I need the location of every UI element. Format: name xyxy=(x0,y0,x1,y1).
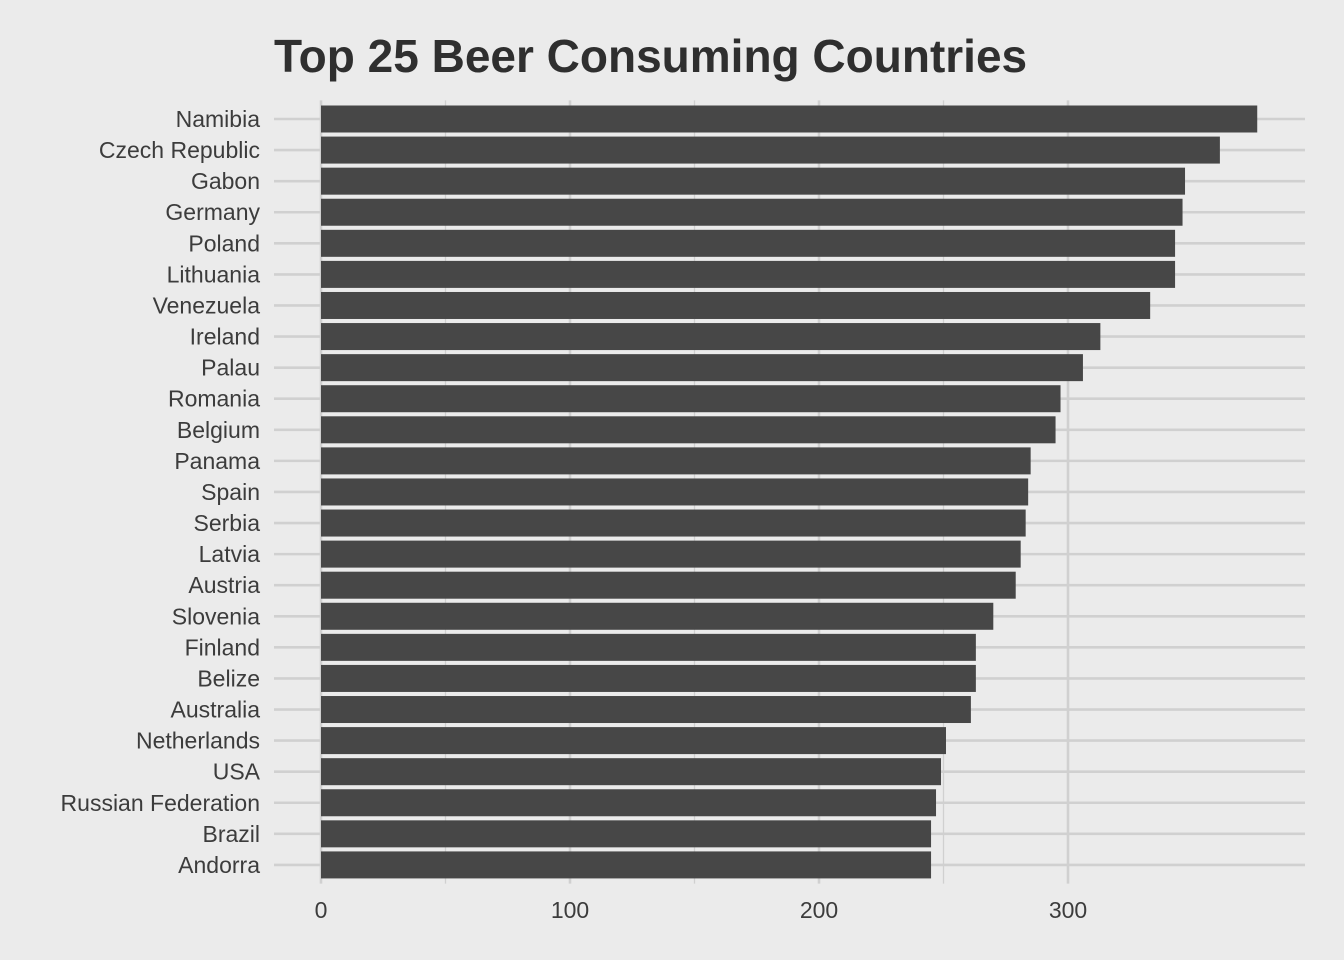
y-tick-label: Netherlands xyxy=(136,728,260,754)
y-tick-label: Panama xyxy=(174,448,260,474)
bar xyxy=(321,851,932,879)
y-tick-label: Spain xyxy=(201,479,260,505)
bar xyxy=(321,540,1021,568)
y-tick-label: Finland xyxy=(185,634,260,660)
bar xyxy=(321,416,1056,444)
x-tick-label: 300 xyxy=(1049,897,1087,923)
y-tick-label: Austria xyxy=(188,572,260,598)
y-axis-labels: Namibia Czech Republic Gabon Germany Poland L… xyxy=(61,106,261,878)
bar xyxy=(321,509,1026,537)
bar xyxy=(321,571,1016,599)
bar xyxy=(321,167,1186,195)
x-axis-labels: 0 100 200 300 xyxy=(315,897,1088,923)
chart-title: Top 25 Beer Consuming Countries xyxy=(274,30,1028,82)
y-tick-label: Latvia xyxy=(199,541,261,567)
bar xyxy=(321,105,1258,133)
bar xyxy=(321,354,1083,382)
y-tick-label: Andorra xyxy=(178,852,260,878)
bar xyxy=(321,385,1061,413)
bar xyxy=(321,291,1151,319)
y-tick-label: Belgium xyxy=(177,417,260,443)
y-tick-label: Lithuania xyxy=(167,261,261,287)
x-tick-label: 0 xyxy=(315,897,328,923)
bar xyxy=(321,820,932,848)
y-tick-label: Gabon xyxy=(191,168,260,194)
y-tick-label: Namibia xyxy=(176,106,261,132)
y-tick-label: Australia xyxy=(171,697,261,723)
bar xyxy=(321,260,1176,288)
bar xyxy=(321,323,1101,351)
y-tick-label: Poland xyxy=(188,230,260,256)
bar xyxy=(321,198,1183,226)
bar xyxy=(321,664,976,692)
y-tick-label: USA xyxy=(213,759,261,785)
bar xyxy=(321,478,1029,506)
x-tick-label: 200 xyxy=(800,897,838,923)
bar xyxy=(321,789,937,817)
bar xyxy=(321,727,946,755)
y-tick-label: Venezuela xyxy=(153,292,261,318)
y-tick-label: Palau xyxy=(201,355,260,381)
y-tick-label: Romania xyxy=(168,386,260,412)
y-tick-label: Russian Federation xyxy=(61,790,260,816)
y-tick-label: Germany xyxy=(165,199,260,225)
y-tick-label: Slovenia xyxy=(172,603,260,629)
x-tick-label: 100 xyxy=(551,897,589,923)
bar xyxy=(321,229,1176,257)
bar xyxy=(321,758,942,786)
bar xyxy=(321,696,971,724)
y-tick-label: Serbia xyxy=(194,510,261,536)
bar xyxy=(321,633,976,661)
bars xyxy=(321,105,1258,879)
bar xyxy=(321,136,1220,164)
y-tick-label: Belize xyxy=(197,665,260,691)
y-tick-label: Ireland xyxy=(190,324,260,350)
bar xyxy=(321,602,994,630)
y-tick-label: Brazil xyxy=(202,821,260,847)
y-tick-label: Czech Republic xyxy=(99,137,260,163)
bar xyxy=(321,447,1031,475)
